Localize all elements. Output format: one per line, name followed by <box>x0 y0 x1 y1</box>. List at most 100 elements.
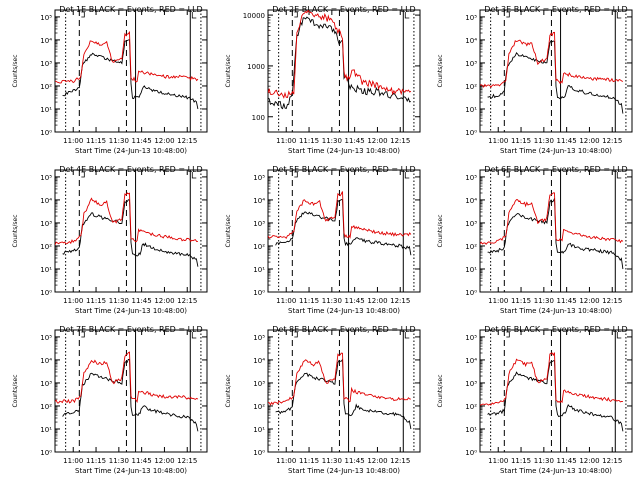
y-tick-label: 10² <box>40 83 52 91</box>
x-axis-label: Start Time (24-Jun-13 10:48:00) <box>75 147 187 155</box>
x-tick-label: 11:00 <box>488 137 508 145</box>
y-tick-label: 10¹ <box>40 266 52 274</box>
x-tick-label: 11:30 <box>109 137 129 145</box>
y-tick-label: 10⁴ <box>40 37 52 45</box>
attenuator-mark <box>191 332 197 339</box>
y-tick-label: 10⁰ <box>253 289 265 297</box>
lld-series-line <box>55 30 199 84</box>
plot-frame <box>54 169 208 293</box>
lld-series-line <box>480 352 623 406</box>
y-tick-label: 100 <box>252 114 265 122</box>
y-tick-label: 10⁴ <box>465 357 477 365</box>
plot-frame <box>479 329 633 453</box>
y-axis-label: Counts/sec <box>437 54 444 87</box>
y-tick-label: 10¹ <box>465 266 477 274</box>
plot-frame <box>267 169 421 293</box>
x-tick-label: 11:15 <box>299 457 319 465</box>
x-tick-label: 11:15 <box>86 457 106 465</box>
x-tick-label: 11:45 <box>557 297 577 305</box>
x-tick-label: 12:00 <box>367 137 387 145</box>
x-tick-label: 12:00 <box>367 297 387 305</box>
y-tick-label: 10³ <box>40 60 52 68</box>
events-series-line <box>268 16 412 110</box>
lld-series-line <box>55 351 199 404</box>
panel-title: Det 7E-BLACK = Events, RED = LLD <box>59 325 202 334</box>
attenuator-mark <box>404 12 410 19</box>
x-tick-label: 12:00 <box>154 457 174 465</box>
x-axis-label: Start Time (24-Jun-13 10:48:00) <box>500 307 612 315</box>
y-tick-label: 10² <box>465 83 477 91</box>
panel-title: Det 2E-BLACK = Events, RED = LLD <box>272 5 415 14</box>
panel-title: Det 3E-BLACK = Events, RED = LLD <box>484 5 627 14</box>
y-axis-label: Counts/sec <box>12 54 19 87</box>
detector-panel-3: Det 3E-BLACK = Events, RED = LLD Counts/s… <box>437 5 633 155</box>
y-tick-label: 10⁴ <box>253 197 265 205</box>
y-axis-label: Counts/sec <box>437 374 444 407</box>
y-tick-label: 10³ <box>40 220 52 228</box>
y-axis-label: Counts/sec <box>437 214 444 247</box>
y-tick-label: 10¹ <box>465 106 477 114</box>
y-tick-label: 10¹ <box>40 426 52 434</box>
y-tick-label: 10⁵ <box>40 334 52 342</box>
panel-title: Det 5E-BLACK = Events, RED = LLD <box>272 165 415 174</box>
panel-title: Det 8E-BLACK = Events, RED = LLD <box>272 325 415 334</box>
y-tick-label: 10¹ <box>465 426 477 434</box>
x-tick-label: 11:30 <box>534 457 554 465</box>
attenuator-mark <box>616 12 622 19</box>
x-tick-label: 11:00 <box>63 137 83 145</box>
y-axis-label: Counts/sec <box>225 374 232 407</box>
y-axis-label: Counts/sec <box>12 214 19 247</box>
lld-series-line <box>480 31 624 89</box>
x-tick-label: 11:45 <box>557 457 577 465</box>
x-tick-label: 11:45 <box>345 297 365 305</box>
y-tick-label: 1000 <box>247 63 265 71</box>
x-tick-label: 11:00 <box>63 297 83 305</box>
y-tick-label: 10⁵ <box>465 174 477 182</box>
attenuator-mark <box>506 171 510 178</box>
attenuator-mark <box>294 171 298 178</box>
x-tick-label: 11:45 <box>345 137 365 145</box>
attenuator-mark <box>294 11 298 18</box>
x-tick-label: 11:00 <box>276 137 296 145</box>
x-tick-label: 12:15 <box>602 297 622 305</box>
x-axis-label: Start Time (24-Jun-13 10:48:00) <box>288 147 400 155</box>
x-tick-label: 11:00 <box>63 457 83 465</box>
y-tick-label: 10⁵ <box>40 174 52 182</box>
lld-series-line <box>268 191 412 240</box>
attenuator-mark <box>81 171 85 178</box>
y-tick-label: 10¹ <box>40 106 52 114</box>
y-tick-label: 10² <box>40 243 52 251</box>
x-tick-label: 11:00 <box>276 457 296 465</box>
y-tick-label: 10⁴ <box>253 357 265 365</box>
detector-panel-1: Det 1E-BLACK = Events, RED = LLD Counts/s… <box>12 5 208 155</box>
y-tick-label: 10⁰ <box>40 289 52 297</box>
x-tick-label: 11:00 <box>276 297 296 305</box>
x-tick-label: 11:15 <box>511 457 531 465</box>
y-tick-label: 10⁰ <box>465 129 477 137</box>
x-tick-label: 11:45 <box>557 137 577 145</box>
lld-series-line <box>55 192 198 246</box>
plot-frame <box>54 329 208 453</box>
attenuator-mark <box>294 331 298 338</box>
x-tick-label: 12:00 <box>579 457 599 465</box>
attenuator-mark <box>404 332 410 339</box>
panel-title: Det 9E-BLACK = Events, RED = LLD <box>484 325 627 334</box>
x-tick-label: 12:15 <box>177 457 197 465</box>
plot-frame <box>479 9 633 133</box>
panel-title: Det 6E-BLACK = Events, RED = LLD <box>484 165 627 174</box>
y-tick-label: 10⁰ <box>465 289 477 297</box>
x-tick-label: 12:00 <box>154 297 174 305</box>
y-tick-label: 10¹ <box>253 266 265 274</box>
x-tick-label: 11:45 <box>132 457 152 465</box>
detector-panel-9: Det 9E-BLACK = Events, RED = LLD Counts/s… <box>437 325 633 475</box>
y-tick-label: 10⁴ <box>40 357 52 365</box>
y-tick-label: 10³ <box>253 220 265 228</box>
x-tick-label: 12:00 <box>367 457 387 465</box>
x-tick-label: 11:30 <box>109 297 129 305</box>
lld-series-line <box>268 352 411 406</box>
attenuator-mark <box>506 331 510 338</box>
plot-frame <box>479 169 633 293</box>
y-tick-label: 10² <box>465 243 477 251</box>
x-tick-label: 11:15 <box>511 297 531 305</box>
x-tick-label: 11:30 <box>534 137 554 145</box>
